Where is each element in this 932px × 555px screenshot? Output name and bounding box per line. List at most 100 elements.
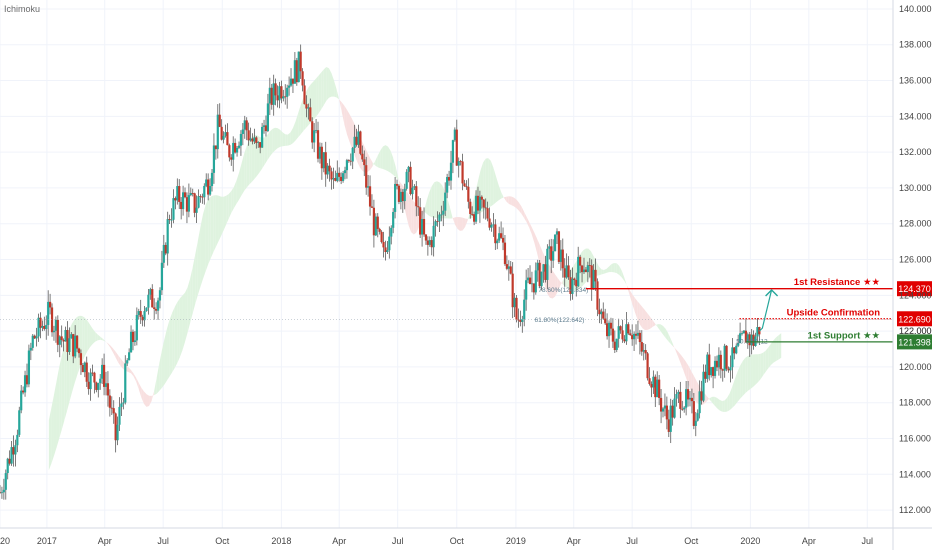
- candle-down: [108, 395, 111, 408]
- candle-down: [715, 360, 719, 368]
- cloud-segment: [77, 315, 80, 376]
- cloud-segment: [616, 263, 620, 275]
- level-price-badge: [897, 311, 932, 327]
- candle-down: [93, 372, 96, 383]
- cloud-segment: [218, 195, 222, 242]
- candle-down: [679, 391, 682, 409]
- candle-down: [727, 368, 730, 371]
- cloud-segment: [133, 373, 137, 382]
- x-tick-label: Oct: [450, 536, 465, 546]
- cloud-segment: [113, 348, 116, 358]
- level-price-label: 121.398: [898, 337, 931, 347]
- cloud-segment: [267, 131, 270, 161]
- candle-up: [536, 262, 539, 271]
- candle-up: [249, 138, 252, 141]
- cloud-segment: [190, 266, 193, 323]
- candle-down: [395, 183, 399, 186]
- candle-down: [509, 266, 512, 274]
- candle-down: [193, 193, 196, 213]
- cloud-segment: [269, 128, 273, 157]
- candle-up: [496, 240, 499, 244]
- candle-up: [394, 183, 397, 212]
- candle-up: [52, 330, 56, 333]
- candle-down: [368, 186, 372, 207]
- candle-down: [686, 389, 690, 400]
- y-tick-label: 114.000: [899, 469, 931, 479]
- cloud-segment: [583, 248, 586, 286]
- cloud-segment: [102, 338, 106, 342]
- candle-down: [153, 307, 156, 309]
- cloud-segment: [737, 365, 741, 402]
- candle-up: [663, 405, 667, 409]
- cloud-segment: [493, 167, 496, 205]
- candle-up: [571, 278, 574, 294]
- candle-down: [33, 335, 36, 339]
- candle-down: [511, 273, 514, 308]
- cloud-segment: [606, 266, 610, 273]
- cloud-segment: [95, 331, 98, 342]
- cloud-segment: [156, 363, 160, 394]
- candle-down: [604, 318, 607, 324]
- candle-down: [60, 336, 63, 340]
- candle-up: [83, 362, 86, 373]
- cloud-segment: [249, 136, 252, 185]
- cloud-segment: [393, 157, 396, 178]
- candle-down: [91, 372, 94, 374]
- candle-down: [580, 265, 584, 273]
- candle-up: [23, 375, 27, 393]
- candle-down: [627, 324, 630, 334]
- x-tick-label: 2017: [37, 536, 57, 546]
- candle-down: [316, 130, 320, 159]
- candle-down: [338, 172, 341, 177]
- candle-down: [218, 114, 221, 127]
- level-name-label: 1st Resistance ★★: [794, 277, 880, 288]
- cloud-segment: [506, 196, 509, 204]
- cloud-segment: [645, 310, 648, 331]
- candle-down: [382, 241, 385, 248]
- cloud-segment: [221, 196, 224, 237]
- cloud-segment: [128, 367, 132, 374]
- candle-down: [49, 301, 52, 308]
- cloud-segment: [331, 73, 335, 97]
- candle-down: [72, 334, 75, 357]
- cloud-segment: [326, 66, 329, 101]
- projection-arrowhead: [765, 288, 779, 297]
- x-tick-label: 2019: [506, 536, 526, 546]
- cloud-segment: [375, 155, 378, 168]
- candle-down: [515, 297, 518, 320]
- candle-down: [12, 447, 15, 455]
- candle-down: [174, 198, 177, 201]
- level-price-label: 122.690: [898, 314, 931, 324]
- candle-up: [253, 137, 256, 142]
- cloud-segment: [226, 193, 229, 225]
- cloud-segment: [341, 102, 345, 125]
- candle-down: [644, 350, 647, 354]
- candle-up: [20, 390, 23, 411]
- cloud-segment: [675, 349, 679, 358]
- cloud-segment: [380, 146, 383, 170]
- cloud-segment: [154, 377, 157, 396]
- candle-up: [735, 345, 738, 354]
- cloud-segment: [686, 362, 689, 385]
- cloud-segment: [480, 162, 484, 213]
- candle-up: [737, 343, 740, 346]
- candle-up: [592, 269, 595, 290]
- candle-up: [118, 406, 121, 425]
- candle-up: [685, 389, 688, 408]
- cloud-segment: [650, 316, 653, 329]
- cloud-segment: [398, 178, 401, 191]
- candle-down: [575, 280, 578, 287]
- candle-down: [459, 161, 462, 162]
- candle-up: [675, 394, 678, 399]
- cloud-segment: [693, 375, 697, 403]
- candle-down: [280, 86, 283, 99]
- candle-up: [565, 265, 568, 278]
- candle-up: [407, 166, 410, 172]
- candle-up: [555, 231, 559, 235]
- candle-down: [619, 326, 622, 331]
- candle-up: [451, 140, 455, 163]
- candle-up: [128, 352, 131, 361]
- cloud-segment: [549, 266, 553, 299]
